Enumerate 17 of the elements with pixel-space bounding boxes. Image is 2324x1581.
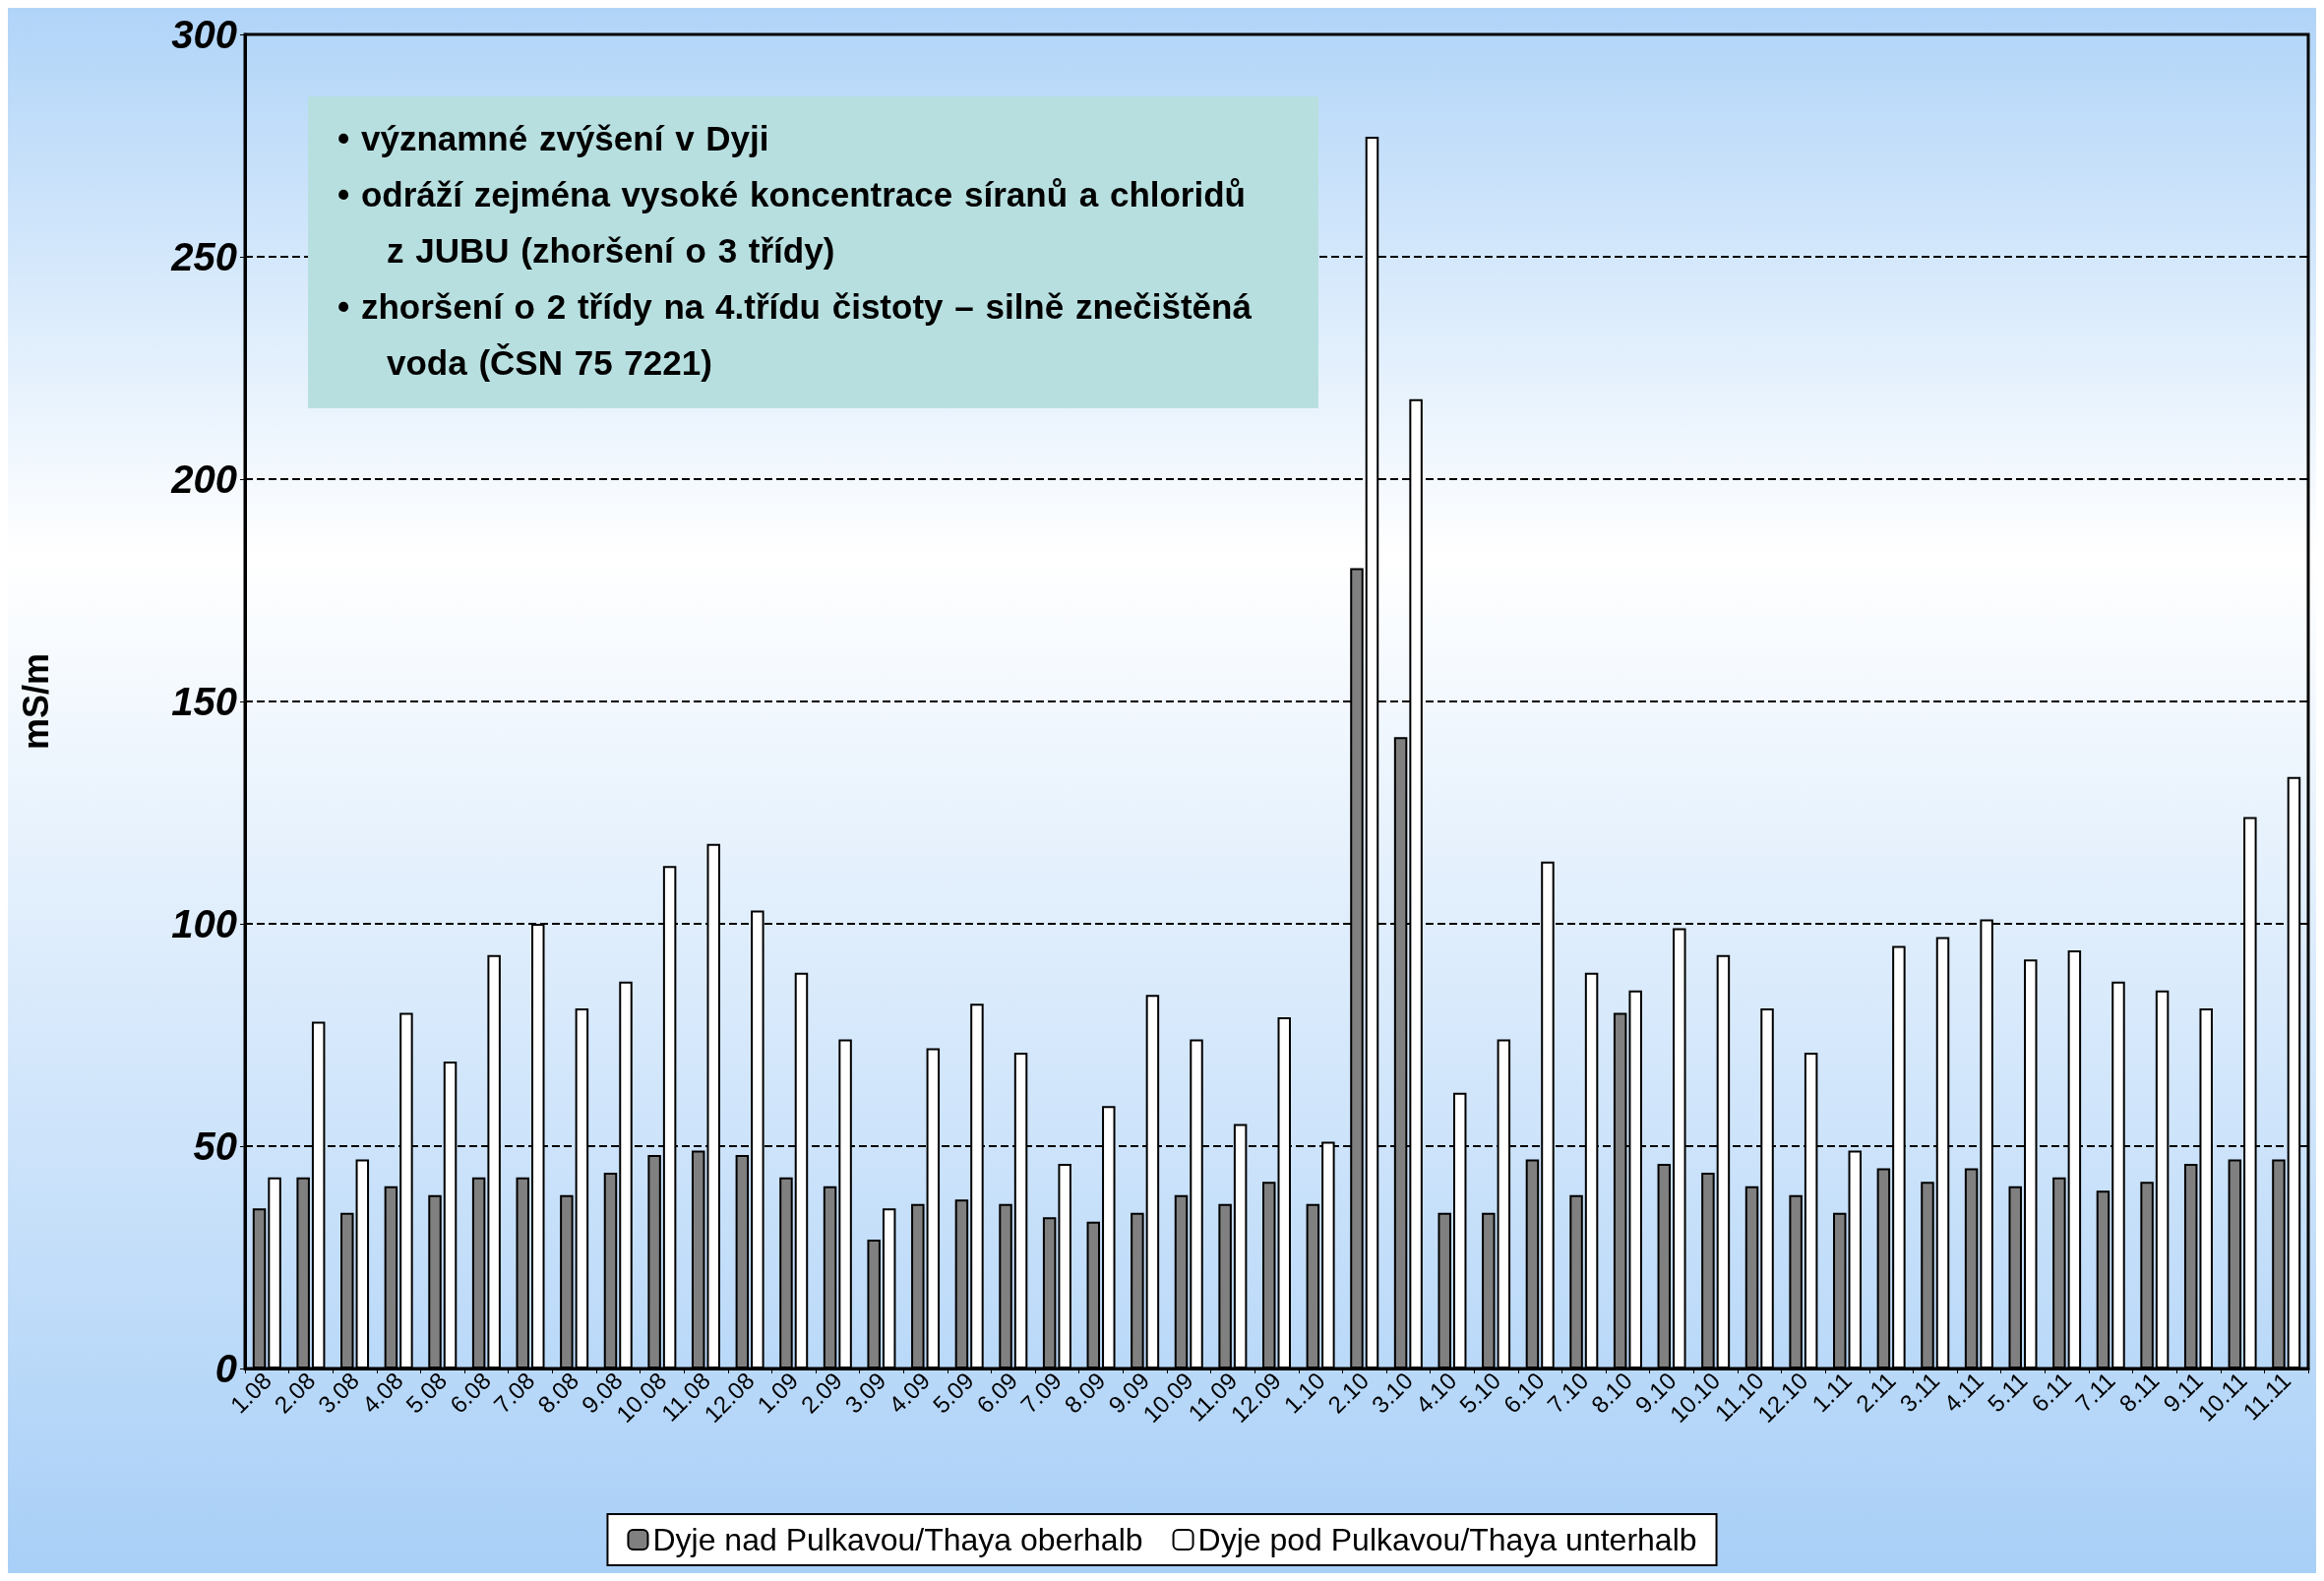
y-tick-label: 200 (170, 457, 237, 501)
x-tick-label: 3.09 (839, 1367, 891, 1419)
y-axis-title: mS/m (15, 652, 56, 751)
x-tick-label: 8.09 (1059, 1367, 1111, 1419)
y-tick-label: 250 (170, 235, 237, 278)
y-tick-label: 300 (171, 13, 237, 56)
y-tick-label: 150 (171, 680, 237, 723)
legend-label: Dyje pod Pulkavou/Thaya unterhalb (1197, 1522, 1697, 1557)
annotation: • zhoršení o 2 třídy na 4.třídu čistoty – silně znečištěná voda (ČSN 75 7221) (336, 286, 1253, 384)
annotation: • významné zvýšení v Dyji (336, 118, 770, 159)
y-tick-label: 50 (193, 1125, 237, 1168)
y-tick-label: 100 (171, 902, 237, 945)
note-box: • významné zvýšení v Dyji • odráží zejména vysoké koncentrace síranů a chloridů z JUBU (zhoršení o 3 třídy) • zhoršení o 2 třídy na 4.třídu čistoty – silně znečištěná voda (ČSN 75 7221) (308, 96, 1318, 408)
annotation: • odráží zejména vysoké koncentrace síranů a chloridů z JUBU (zhoršení o 3 třídy) (336, 174, 1247, 272)
x-tick-label: 1.11 (1806, 1367, 1858, 1418)
x-tick-label: 5.10 (1454, 1367, 1506, 1419)
legend-label: Dyje nad Pulkavou/Thaya oberhalb (652, 1522, 1143, 1557)
